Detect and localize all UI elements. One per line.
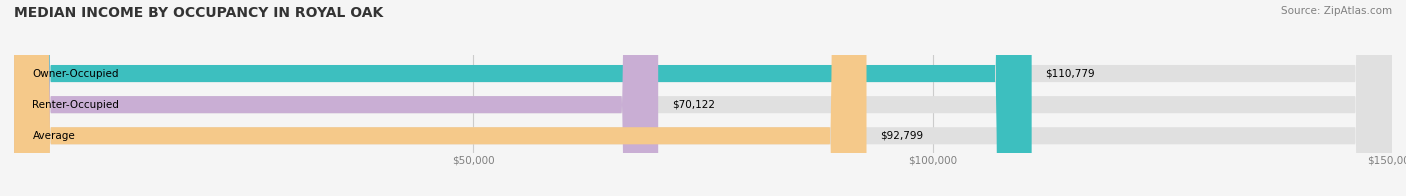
Text: Renter-Occupied: Renter-Occupied — [32, 100, 120, 110]
FancyBboxPatch shape — [14, 0, 658, 196]
Text: $70,122: $70,122 — [672, 100, 716, 110]
FancyBboxPatch shape — [14, 0, 1392, 196]
Text: Owner-Occupied: Owner-Occupied — [32, 69, 120, 79]
FancyBboxPatch shape — [14, 0, 1392, 196]
FancyBboxPatch shape — [14, 0, 866, 196]
FancyBboxPatch shape — [14, 0, 1392, 196]
Text: Source: ZipAtlas.com: Source: ZipAtlas.com — [1281, 6, 1392, 16]
Text: $110,779: $110,779 — [1046, 69, 1095, 79]
FancyBboxPatch shape — [14, 0, 1032, 196]
Text: Average: Average — [32, 131, 75, 141]
Text: $92,799: $92,799 — [880, 131, 924, 141]
Text: MEDIAN INCOME BY OCCUPANCY IN ROYAL OAK: MEDIAN INCOME BY OCCUPANCY IN ROYAL OAK — [14, 6, 384, 20]
